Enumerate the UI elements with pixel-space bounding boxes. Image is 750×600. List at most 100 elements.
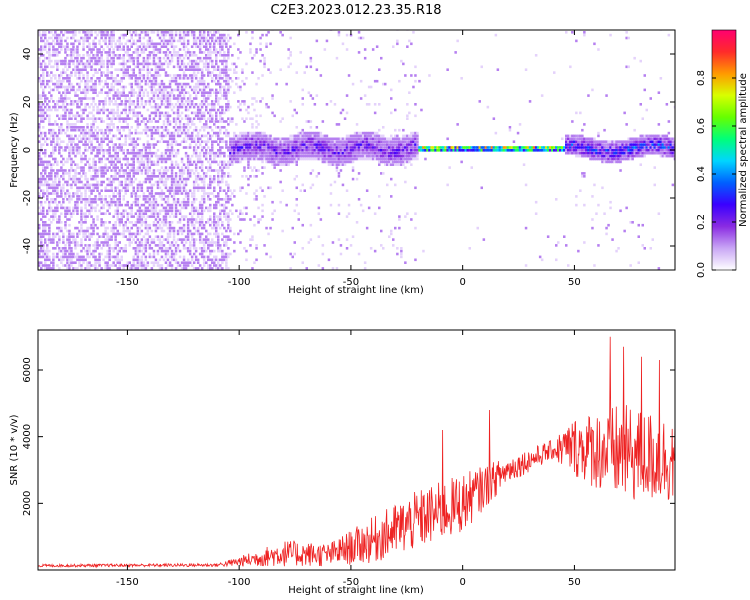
spectrogram-cell <box>102 100 105 103</box>
spectrogram-cell <box>100 137 103 141</box>
spectrogram-cell <box>259 186 262 190</box>
spectrogram-cell <box>124 143 127 146</box>
spectrogram-cell <box>251 267 254 270</box>
spectrogram-cell <box>66 209 69 213</box>
spectrogram-cell <box>223 215 226 218</box>
spectrogram-cell <box>140 149 144 152</box>
spectrogram-cell <box>182 229 186 233</box>
spectrogram-cell <box>140 151 144 155</box>
spectrogram-cell <box>237 154 240 158</box>
spectrogram-cell <box>207 131 210 135</box>
spectrogram-cell <box>104 157 107 161</box>
spectrogram-cell <box>42 249 45 253</box>
spectrogram-cell <box>44 131 47 135</box>
spectrogram-cell <box>44 160 47 164</box>
spectrogram-cell <box>202 140 206 143</box>
spectrogram-cell <box>78 120 81 123</box>
spectrogram-cell <box>150 82 154 86</box>
spectrogram-cell <box>38 180 41 184</box>
spectrogram-cell <box>96 151 99 155</box>
spectrogram-cell <box>140 209 144 213</box>
spectrogram-cell <box>160 229 164 233</box>
spectrogram-cell <box>46 108 49 112</box>
spectrogram-cell <box>164 111 168 115</box>
spectrogram-cell <box>58 39 61 43</box>
spectrogram-cell <box>152 221 156 224</box>
spectrogram-cell <box>100 172 103 175</box>
spectrogram-cell <box>188 126 192 129</box>
spectrogram-cell <box>219 111 222 115</box>
spectrogram-cell <box>68 123 71 126</box>
spectrogram-cell <box>215 82 218 86</box>
spectrogram-cell <box>227 267 230 270</box>
spectrogram-cell <box>106 183 109 187</box>
spectrogram-cell <box>293 177 296 181</box>
spectrogram-cell <box>146 82 150 86</box>
spectrogram-cell <box>170 258 174 262</box>
spectrogram-cell <box>58 226 61 230</box>
spectrogram-cell <box>180 238 184 241</box>
spectrogram-cell <box>267 31 270 34</box>
spectrogram-cell <box>104 131 107 135</box>
spectrogram-cell <box>184 154 188 158</box>
spectrogram-cell <box>144 200 148 204</box>
spectrogram-cell <box>251 154 254 158</box>
spectrogram-cell <box>190 77 194 80</box>
spectrogram-cell <box>219 85 222 89</box>
spectrogram-cell <box>217 267 220 270</box>
spectrogram-cell <box>219 258 222 262</box>
spectrogram-cell <box>194 143 198 146</box>
spectrogram-cell <box>62 189 65 192</box>
spectrogram-cell <box>237 232 240 236</box>
spectrogram-cell <box>72 33 75 37</box>
spectrogram-cell <box>168 166 172 169</box>
spectrogram-cell <box>110 160 113 164</box>
spectrogram-cell <box>196 212 200 215</box>
spectrogram-cell <box>186 169 190 172</box>
spectrogram-cell <box>194 126 198 129</box>
spectrogram-cell <box>50 198 53 201</box>
spectrogram-cell <box>237 157 240 161</box>
spectrogram-cell <box>78 71 81 74</box>
spectrogram-cell <box>58 59 61 63</box>
spectrogram-cell <box>251 235 254 238</box>
spectrogram-cell <box>50 215 53 218</box>
spectrogram-cell <box>182 163 186 166</box>
spectrogram-cell <box>136 137 140 141</box>
spectrogram-cell <box>104 212 107 215</box>
spectrogram-cell <box>40 36 43 40</box>
spectrogram-cell <box>241 157 244 161</box>
spectrogram-cell <box>102 244 105 247</box>
spectrogram-cell <box>168 31 172 34</box>
spectrogram-cell <box>225 218 228 221</box>
spectrogram-cell <box>219 131 222 135</box>
spectrogram-cell <box>56 82 59 86</box>
spectrogram-cell <box>231 79 234 83</box>
spectrogram-cell <box>84 137 87 141</box>
spectrogram-cell <box>154 200 158 204</box>
spectrogram-cell <box>265 143 268 146</box>
spectrogram-cell <box>160 31 164 34</box>
spectrogram-cell <box>112 200 115 204</box>
spectrogram-cell <box>255 140 258 143</box>
spectrogram-cell <box>74 114 77 118</box>
spectrogram-cell <box>140 189 144 192</box>
spectrogram-cell <box>102 134 105 138</box>
spectrogram-cell <box>205 151 208 155</box>
spectrogram-cell <box>134 177 138 181</box>
spectrogram-cell <box>42 226 45 230</box>
spectrogram-cell <box>211 62 214 66</box>
spectrogram-cell <box>108 258 111 262</box>
spectrogram-cell <box>150 31 154 34</box>
spectrogram-cell <box>202 85 206 89</box>
spectrogram-cell <box>184 105 188 109</box>
spectrogram-cell <box>116 94 119 97</box>
spectrogram-cell <box>289 62 292 66</box>
spectrogram-cell <box>126 160 129 164</box>
spectrogram-cell <box>52 212 55 215</box>
spectrogram-cell <box>223 91 226 94</box>
spectrogram-cell <box>130 166 133 169</box>
spectrogram-cell <box>130 264 133 267</box>
spectrogram-cell <box>174 103 178 106</box>
spectrogram-cell <box>190 200 194 204</box>
